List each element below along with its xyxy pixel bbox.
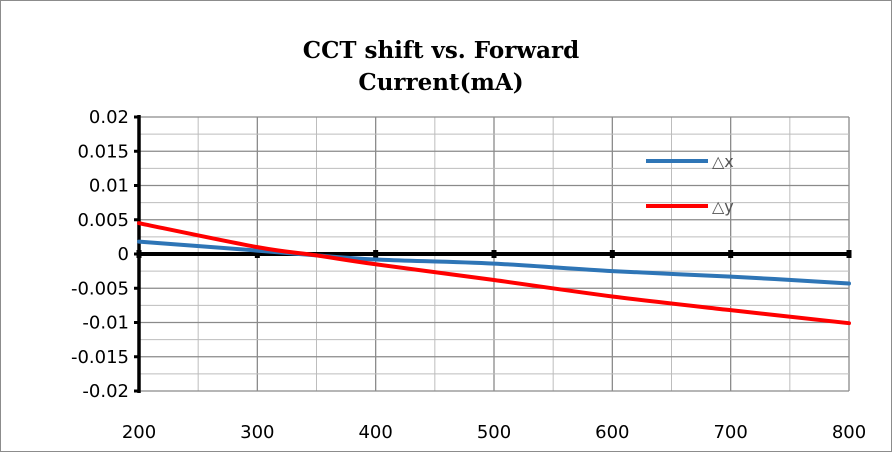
chart-title: CCT shift vs. Forward Current(mA)	[302, 37, 580, 96]
legend-label-delta-y: △y	[712, 197, 734, 216]
series-line-delta-x	[137, 239, 851, 286]
y-tick-label: -0.015	[71, 347, 129, 368]
y-tick-label: 0	[118, 244, 129, 265]
y-tick-label: -0.02	[82, 381, 129, 402]
y-tick-label: -0.005	[71, 278, 129, 299]
x-tick-label: 800	[832, 422, 866, 443]
x-tick-label: 400	[358, 422, 392, 443]
series-line-delta-y	[137, 221, 851, 326]
legend-label-delta-x: △x	[712, 152, 734, 171]
y-tick-label: 0.02	[89, 107, 129, 128]
x-tick-label: 500	[477, 422, 511, 443]
y-tick-label: 0.01	[89, 176, 129, 197]
y-tick-label: 0.005	[77, 210, 129, 231]
y-tick-label: 0.015	[77, 141, 129, 162]
x-tick-label: 300	[240, 422, 274, 443]
y-tick-label: -0.01	[82, 313, 129, 334]
x-tick-label: 600	[595, 422, 629, 443]
x-tick-label: 700	[713, 422, 747, 443]
x-tick-label: 200	[122, 422, 156, 443]
